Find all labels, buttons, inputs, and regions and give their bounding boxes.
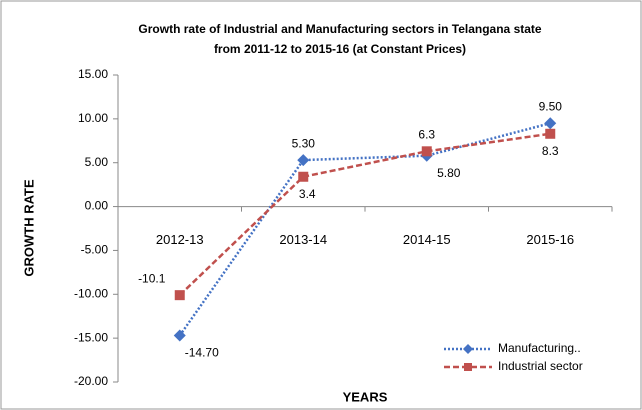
series-line [178, 122, 551, 337]
data-label: 5.80 [437, 166, 461, 180]
chart-title: Growth rate of Industrial and Manufactur… [138, 22, 541, 36]
marker [173, 329, 186, 342]
chart-title: from 2011-12 to 2015-16 (at Constant Pri… [214, 42, 466, 56]
legend-label: Manufacturing.. [498, 341, 581, 355]
data-label: -10.1 [138, 271, 166, 285]
marker [297, 154, 310, 167]
data-label: -14.70 [185, 346, 219, 360]
y-tick-label: -5.00 [81, 243, 109, 257]
marker [174, 290, 185, 301]
y-tick-label: -15.00 [74, 330, 108, 344]
x-tick-label: 2012-13 [156, 232, 204, 247]
series-line [178, 132, 551, 297]
y-tick-label: 10.00 [78, 111, 108, 125]
y-tick-label: 0.00 [85, 199, 109, 213]
data-label: 6.3 [418, 127, 435, 141]
data-label: 5.30 [292, 136, 316, 150]
x-tick-label: 2015-16 [526, 232, 574, 247]
marker [421, 146, 432, 157]
marker [544, 117, 557, 130]
data-label: 3.4 [299, 187, 316, 201]
y-tick-label: 15.00 [78, 67, 108, 81]
x-tick-label: 2014-15 [403, 232, 451, 247]
data-label: 9.50 [539, 99, 563, 113]
x-tick-label: 2013-14 [279, 232, 327, 247]
x-axis-label: YEARS [343, 389, 388, 404]
legend-label: Industrial sector [498, 359, 583, 373]
y-tick-label: -10.00 [74, 286, 108, 300]
y-tick-label: -20.00 [74, 374, 108, 388]
legend-marker [463, 344, 473, 354]
y-tick-label: 5.00 [85, 155, 109, 169]
marker [298, 171, 309, 182]
marker [545, 128, 556, 139]
y-axis-label: GROWTH RATE [21, 179, 36, 277]
legend-marker [464, 363, 472, 371]
data-label: 8.3 [542, 144, 559, 158]
